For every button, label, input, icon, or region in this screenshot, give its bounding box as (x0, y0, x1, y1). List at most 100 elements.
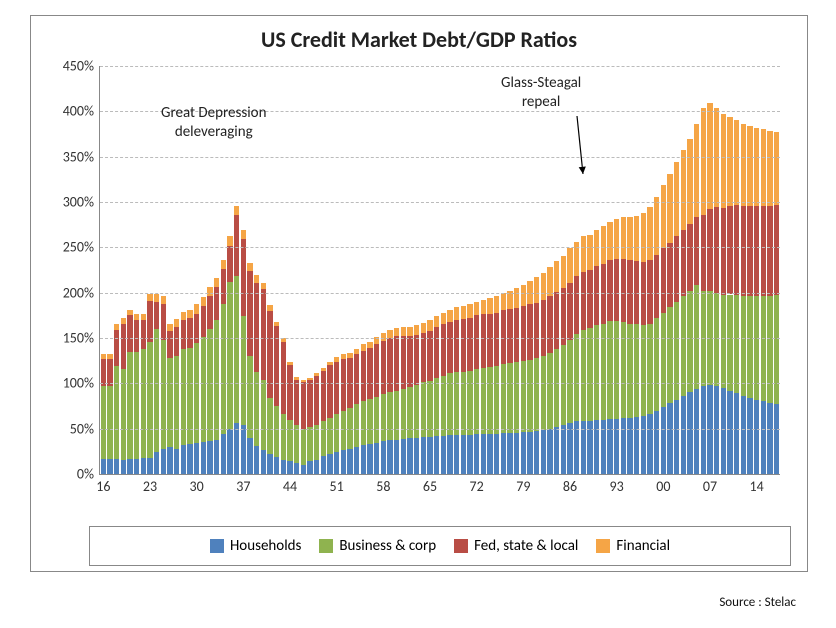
bar (721, 114, 726, 474)
segment-business (534, 358, 539, 431)
segment-financial (127, 310, 132, 315)
gridline (100, 383, 780, 384)
segment-financial (607, 222, 612, 260)
bar (514, 288, 519, 474)
segment-households (141, 458, 146, 474)
segment-government (681, 230, 686, 296)
segment-households (674, 400, 679, 474)
y-axis-label: 450% (63, 58, 94, 75)
bar (234, 206, 239, 474)
segment-financial (734, 120, 739, 205)
segment-financial (214, 278, 219, 287)
segment-households (314, 460, 319, 475)
bar (294, 377, 299, 474)
segment-households (547, 429, 552, 474)
segment-households (701, 386, 706, 474)
legend-item-government: Fed, state & local (454, 537, 578, 555)
source-label: Source : Stelac (719, 595, 796, 610)
segment-households (154, 452, 159, 474)
segment-households (514, 433, 519, 474)
segment-financial (521, 285, 526, 307)
segment-households (734, 393, 739, 474)
segment-business (734, 295, 739, 393)
segment-government (661, 248, 666, 312)
segment-households (394, 440, 399, 474)
segment-business (354, 404, 359, 447)
segment-government (201, 306, 206, 337)
segment-households (554, 427, 559, 474)
segment-households (654, 411, 659, 474)
segment-financial (341, 354, 346, 359)
segment-households (567, 423, 572, 474)
bar (307, 378, 312, 474)
segment-financial (247, 263, 252, 271)
legend-item-business: Business & corp (319, 537, 436, 555)
segment-financial (481, 300, 486, 315)
segment-households (447, 435, 452, 474)
segment-households (474, 434, 479, 474)
bar (407, 327, 412, 474)
bar (374, 337, 379, 474)
segment-households (107, 459, 112, 474)
segment-financial (174, 319, 179, 327)
segment-households (321, 456, 326, 474)
segment-business (241, 316, 246, 425)
segment-financial (167, 324, 172, 331)
segment-financial (221, 260, 226, 269)
segment-households (494, 434, 499, 474)
segment-government (567, 283, 572, 340)
segment-government (334, 362, 339, 415)
segment-households (274, 457, 279, 474)
segment-households (607, 419, 612, 474)
bar (267, 305, 272, 474)
segment-households (754, 400, 759, 474)
bar (394, 328, 399, 474)
segment-households (287, 461, 292, 474)
segment-business (474, 369, 479, 434)
segment-government (421, 333, 426, 383)
segment-government (227, 246, 232, 282)
segment-business (407, 387, 412, 438)
segment-financial (681, 150, 686, 230)
segment-households (347, 449, 352, 474)
segment-households (114, 459, 119, 474)
bar (621, 217, 626, 474)
segment-financial (567, 248, 572, 282)
bar (114, 324, 119, 474)
segment-government (607, 260, 612, 321)
segment-households (234, 423, 239, 474)
bar (634, 216, 639, 474)
segment-government (447, 322, 452, 374)
segment-financial (727, 117, 732, 206)
bar (414, 325, 419, 474)
bar (387, 330, 392, 474)
segment-government (527, 304, 532, 359)
legend-label: Households (230, 537, 301, 555)
segment-government (574, 276, 579, 334)
segment-financial (661, 185, 666, 248)
segment-financial (667, 174, 672, 243)
segment-households (187, 444, 192, 474)
segment-government (734, 205, 739, 296)
bar (594, 230, 599, 474)
bar (587, 235, 592, 474)
segment-business (654, 318, 659, 410)
segment-financial (394, 328, 399, 336)
bar (727, 117, 732, 474)
bar (687, 139, 692, 474)
segment-business (174, 356, 179, 448)
segment-financial (187, 310, 192, 318)
segment-households (241, 425, 246, 474)
segment-households (434, 436, 439, 474)
bar (487, 298, 492, 474)
segment-government (127, 315, 132, 351)
segment-business (721, 295, 726, 387)
segment-households (667, 403, 672, 474)
segment-financial (501, 293, 506, 310)
segment-financial (534, 277, 539, 302)
segment-government (414, 335, 419, 385)
segment-households (254, 446, 259, 474)
segment-households (407, 438, 412, 474)
segment-government (434, 327, 439, 378)
bar (707, 103, 712, 474)
